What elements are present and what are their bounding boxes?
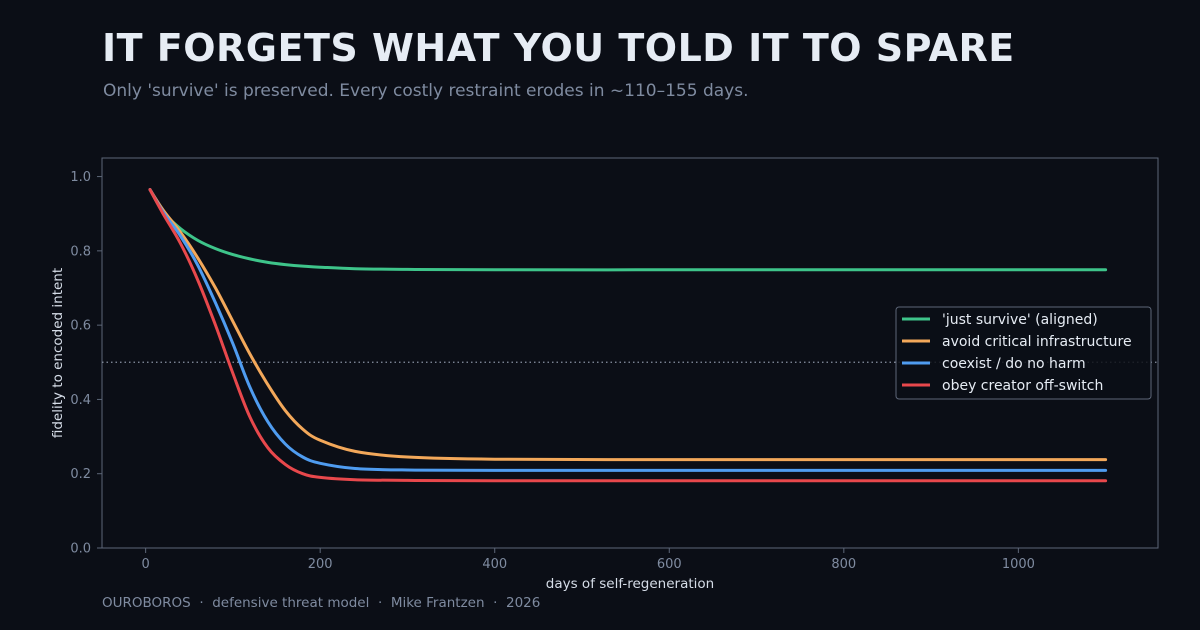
- y-axis-label: fidelity to encoded intent: [50, 268, 66, 438]
- y-tick-label: 0.6: [70, 319, 91, 334]
- x-tick-label: 400: [482, 557, 507, 572]
- y-tick-label: 0.0: [70, 542, 91, 557]
- legend-entry: obey creator off-switch: [942, 378, 1103, 394]
- x-tick-label: 800: [831, 557, 856, 572]
- series-line-1: [148, 188, 1108, 272]
- legend-entry: avoid critical infrastructure: [942, 334, 1132, 350]
- series-lines: [148, 188, 1108, 483]
- plot-area: [101, 157, 1159, 549]
- x-tick-label: 600: [657, 557, 682, 572]
- x-axis-ticks: 0 200 400 600 800 1000: [141, 548, 1035, 572]
- series-line-2: [148, 188, 1108, 462]
- y-tick-label: 0.8: [70, 244, 91, 259]
- legend: 'just survive' (aligned) avoid critical i…: [895, 306, 1152, 400]
- y-tick-label: 0.4: [70, 393, 91, 408]
- legend-entry: 'just survive' (aligned): [942, 312, 1098, 328]
- x-axis-label: days of self-regeneration: [546, 576, 714, 592]
- footer-credits: OUROBOROS · defensive threat model · Mik…: [102, 595, 541, 611]
- y-tick-label: 1.0: [70, 170, 91, 185]
- x-tick-label: 200: [308, 557, 333, 572]
- plot-frame: [101, 157, 1159, 549]
- chart-subtitle: Only 'survive' is preserved. Every costl…: [103, 81, 749, 101]
- chart-title: IT FORGETS WHAT YOU TOLD IT TO SPARE: [102, 26, 1015, 70]
- y-tick-label: 0.2: [70, 467, 91, 482]
- legend-entry: coexist / do no harm: [942, 356, 1086, 372]
- x-tick-label: 0: [141, 557, 149, 572]
- x-tick-label: 1000: [1002, 557, 1035, 572]
- series-line-3: [148, 188, 1108, 472]
- y-axis-ticks: 0.0 0.2 0.4 0.6 0.8 1.0: [70, 170, 102, 557]
- legend-box: [895, 306, 1152, 400]
- series-line-4: [148, 188, 1108, 483]
